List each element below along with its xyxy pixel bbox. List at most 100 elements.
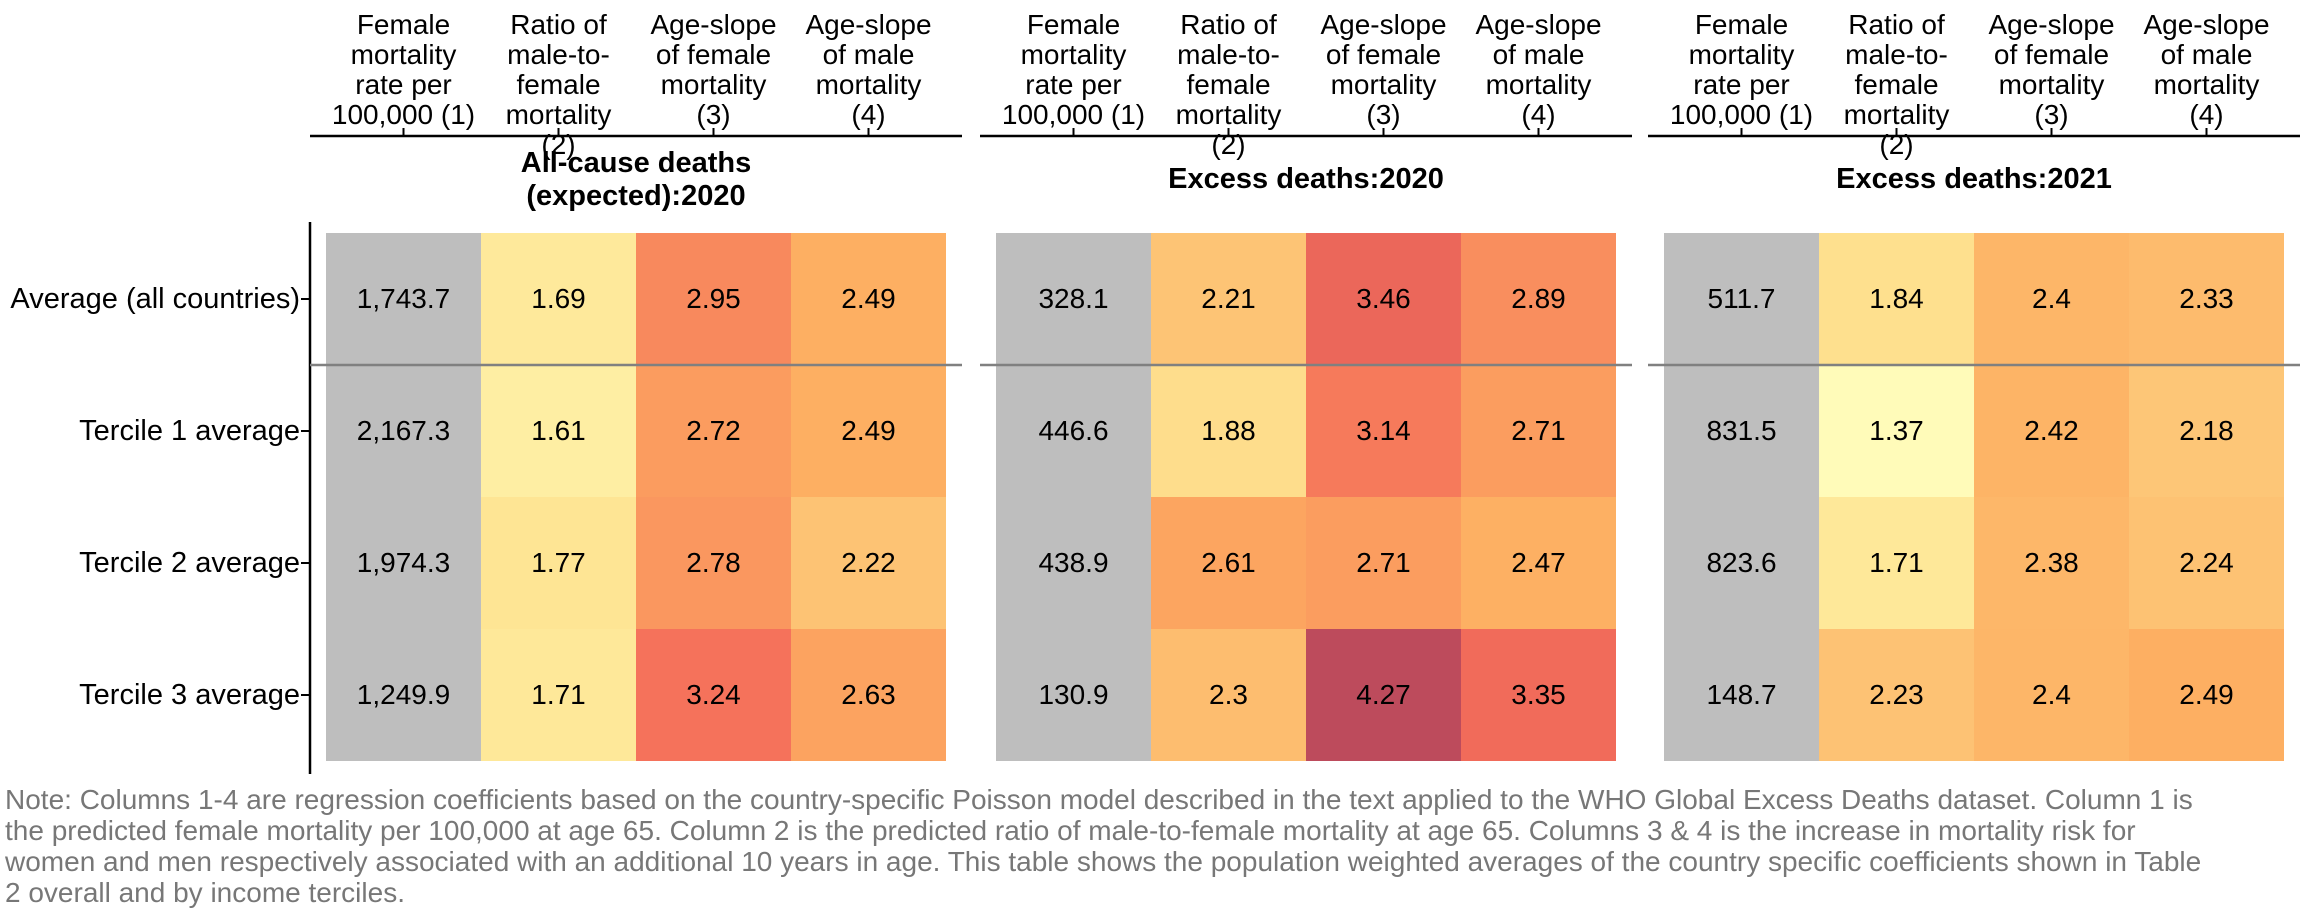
heatmap-cell [636,629,791,761]
cell-value: 3.14 [1356,415,1411,446]
heatmap-cell [1461,365,1616,497]
heatmap-cell [481,629,636,761]
column-header: Age-slope of female mortality (3) [1320,9,1447,130]
column-header: Female mortality rate per 100,000 (1) [1669,9,1814,130]
cell-value: 2.42 [2024,415,2079,446]
table-note: Note: Columns 1-4 are regression coeffic… [5,784,2202,908]
cell-value: 2.49 [841,415,896,446]
cell-value: 511.7 [1707,283,1776,314]
heatmap-cell [996,233,1151,365]
cell-value: 2.24 [2179,547,2234,578]
cell-value: 2.72 [686,415,741,446]
heatmap-cell [2129,233,2284,365]
heatmap-cell [1461,233,1616,365]
heatmap-cell [636,365,791,497]
cell-value: 130.9 [1038,679,1109,710]
cell-value: 2.4 [2032,679,2071,710]
heatmap-cell [791,365,946,497]
heatmap-cell [1819,233,1974,365]
cell-value: 2.95 [686,283,741,314]
heatmap-cell [1306,233,1461,365]
heatmap-cell [1664,233,1819,365]
cell-value: 2.21 [1201,283,1256,314]
cell-value: 1.37 [1869,415,1924,446]
heatmap-cell [1306,365,1461,497]
heatmap-cell [791,497,946,629]
heatmap-cell [1974,629,2129,761]
heatmap-cell [2129,497,2284,629]
cell-value: 3.46 [1356,283,1411,314]
cell-value: 2.61 [1201,547,1256,578]
row-label: Average (all countries) [10,283,300,315]
cell-value: 823.6 [1706,547,1777,578]
column-header: Age-slope of female mortality (3) [1988,9,2115,130]
column-header: Female mortality rate per 100,000 (1) [331,9,476,130]
heatmap-cell [326,365,481,497]
cell-value: 2.89 [1511,283,1566,314]
cell-value: 438.9 [1038,547,1109,578]
cell-value: 2.71 [1356,547,1411,578]
row-label: Tercile 1 average [79,415,300,447]
column-header: Ratio of male-to-female mortality (2) [505,9,612,160]
heatmap-cell [1151,629,1306,761]
heatmap-cell [326,497,481,629]
column-header: Age-slope of female mortality (3) [650,9,777,130]
heatmap-cell [1664,629,1819,761]
cell-value: 1.88 [1201,415,1256,446]
cell-value: 2.4 [2032,283,2071,314]
heatmap-cell [1974,233,2129,365]
cell-value: 2.71 [1511,415,1566,446]
cell-value: 148.7 [1706,679,1777,710]
heatmap-cell [1306,629,1461,761]
panel-title: All-cause deaths (expected):2020 [520,147,752,212]
cell-value: 1.69 [531,283,586,314]
heatmap-cell [1664,497,1819,629]
cell-value: 2.33 [2179,283,2234,314]
column-header: Female mortality rate per 100,000 (1) [1001,9,1146,130]
heatmap-cell [1974,497,2129,629]
heatmap-cell [636,497,791,629]
cell-value: 2,167.3 [356,415,451,446]
cell-value: 3.24 [686,679,741,710]
heatmap-cell [481,497,636,629]
cell-value: 1.71 [531,679,586,710]
heatmap-cell [2129,365,2284,497]
heatmap-cell [791,233,946,365]
cell-value: 2.78 [686,547,741,578]
heatmap-cell [1151,365,1306,497]
panel-title: Excess deaths:2021 [1836,163,2112,195]
heatmap-cell [1819,365,1974,497]
cell-value: 1,743.7 [356,283,451,314]
cell-value: 1.77 [531,547,586,578]
cell-value: 1.61 [531,415,586,446]
heatmap-cell [1819,497,1974,629]
heatmap-cell [1461,497,1616,629]
cell-value: 4.27 [1356,679,1411,710]
cell-value: 328.1 [1038,283,1109,314]
cell-value: 2.22 [841,547,896,578]
column-header: Age-slope of male mortality (4) [2143,9,2270,130]
heatmap-cell [1306,497,1461,629]
heatmap-cell [326,629,481,761]
panel-title: Excess deaths:2020 [1168,163,1444,195]
heatmap-cell [1664,365,1819,497]
heatmap-cell [326,233,481,365]
column-header: Ratio of male-to-female mortality (2) [1175,9,1282,160]
heatmap-cell [1151,233,1306,365]
cell-value: 831.5 [1706,415,1777,446]
heatmap-cell [996,365,1151,497]
cell-value: 1,249.9 [356,679,451,710]
column-header: Ratio of male-to-female mortality (2) [1843,9,1950,160]
heatmap-cell [1461,629,1616,761]
heatmap-cell [996,629,1151,761]
heatmap-cell [636,233,791,365]
cell-value: 3.35 [1511,679,1566,710]
heatmap-cell [791,629,946,761]
cell-value: 2.49 [2179,679,2234,710]
cell-value: 1,974.3 [356,547,451,578]
column-header: Age-slope of male mortality (4) [805,9,932,130]
cell-value: 2.63 [841,679,896,710]
cell-value: 1.71 [1869,547,1924,578]
heatmap-cell [481,233,636,365]
